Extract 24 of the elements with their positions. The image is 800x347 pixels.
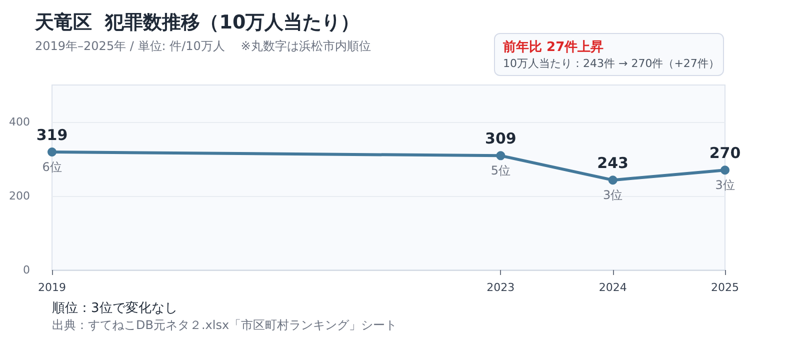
x-tick-label: 2025 [711,281,739,294]
annotation: 5位 [490,164,510,178]
chart-subtitle: 2019年–2025年 / 単位: 件/10万人 ※丸数字は浜松市内順位 [35,39,371,53]
point [48,147,56,156]
data-label: 270 [709,144,741,162]
y-tick-label: 200 [9,190,30,202]
point [608,176,618,185]
text: 順位：3位で変化なし [52,300,178,316]
y-tick-label: 0 [23,264,30,276]
annotation: 3位 [715,178,735,192]
x-tick-label: 2024 [598,281,627,294]
data-label: 309 [485,130,516,148]
chart-title: 天竜区 犯罪数推移（10万人当たり） [34,12,360,34]
point [720,166,730,175]
point [496,151,506,160]
annotation: 6位 [42,160,62,174]
x-tick-label: 2019 [38,281,66,294]
source-note: 出典：すてねこDB元ネタ２.xlsx「市区町村ランキング」シート [52,318,398,332]
data-label: 243 [597,154,628,172]
data-label: 319 [36,126,68,144]
callout-box: 前年比 27件上昇 10万人当たり：243件 → 270件（+27件） [494,33,724,76]
y-tick-label: 400 [9,116,30,128]
annotation: 3位 [603,188,623,202]
x-tick-label: 2023 [486,281,515,294]
